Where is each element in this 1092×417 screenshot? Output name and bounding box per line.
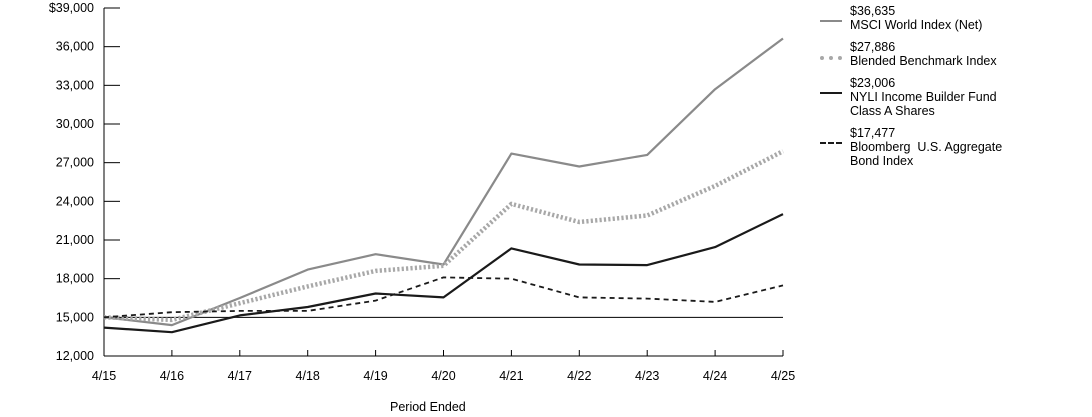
legend-swatch-solid-black <box>820 92 842 94</box>
legend-item-bloomberg-agg: $17,477 Bloomberg U.S. Aggregate Bond In… <box>820 126 1090 168</box>
series-group <box>103 37 785 334</box>
legend-swatch-dotted-gray <box>820 56 842 60</box>
series-line-1 <box>103 149 785 323</box>
series-line-0 <box>103 37 784 327</box>
x-tick-label: 4/23 <box>635 369 659 383</box>
x-tick-label: 4/18 <box>296 369 320 383</box>
legend-end-value: $17,477 <box>850 126 896 140</box>
y-tick-label: 27,000 <box>56 156 94 170</box>
x-axis: 4/15 4/16 4/17 4/18 4/19 4/20 4/21 4/22 4/23 4/24… <box>92 350 795 383</box>
series-line-2 <box>103 213 784 334</box>
x-tick-label: 4/15 <box>92 369 116 383</box>
x-tick-label: 4/21 <box>499 369 523 383</box>
x-tick-label: 4/24 <box>703 369 727 383</box>
legend-series-name: NYLI Income Builder Fund Class A Shares <box>850 90 997 118</box>
y-tick-label: 15,000 <box>56 310 94 324</box>
x-tick-label: 4/16 <box>160 369 184 383</box>
x-tick-label: 4/25 <box>771 369 795 383</box>
legend-end-value: $36,635 <box>850 4 896 18</box>
y-tick-label: 30,000 <box>56 117 94 131</box>
y-tick-label: 21,000 <box>56 233 94 247</box>
legend-swatch-dashed-black <box>820 142 842 144</box>
y-tick-label: 12,000 <box>56 349 94 363</box>
legend-item-msci-world: $36,635 MSCI World Index (Net) <box>820 4 1090 32</box>
legend-series-name: Bloomberg U.S. Aggregate Bond Index <box>850 140 1006 168</box>
line-chart: 12,000 15,000 18,000 21,000 24,000 27,000 30,0… <box>49 1 795 383</box>
y-tick-label: 24,000 <box>56 194 94 208</box>
legend-item-blended-benchmark: $27,886 Blended Benchmark Index <box>820 40 1090 68</box>
legend-end-value: $27,886 <box>850 40 896 54</box>
x-tick-label: 4/19 <box>363 369 387 383</box>
y-tick-label: $39,000 <box>49 1 94 15</box>
y-tick-label: 36,000 <box>56 40 94 54</box>
legend-series-name: Blended Benchmark Index <box>850 54 997 68</box>
legend-swatch-solid-gray <box>820 20 842 22</box>
legend-item-nyli-fund: $23,006 NYLI Income Builder Fund Class A… <box>820 76 1090 118</box>
y-tick-label: 18,000 <box>56 272 94 286</box>
y-tick-label: 33,000 <box>56 78 94 92</box>
legend-end-value: $23,006 <box>850 76 896 90</box>
series-line-3 <box>103 276 784 319</box>
x-axis-title: Period Ended <box>390 400 466 414</box>
x-tick-label: 4/20 <box>431 369 455 383</box>
legend: $36,635 MSCI World Index (Net) $27,886 B… <box>820 4 1090 176</box>
y-axis: 12,000 15,000 18,000 21,000 24,000 27,000 30,0… <box>49 1 120 363</box>
x-tick-label: 4/17 <box>228 369 252 383</box>
legend-series-name: MSCI World Index (Net) <box>850 18 983 32</box>
x-tick-label: 4/22 <box>567 369 591 383</box>
